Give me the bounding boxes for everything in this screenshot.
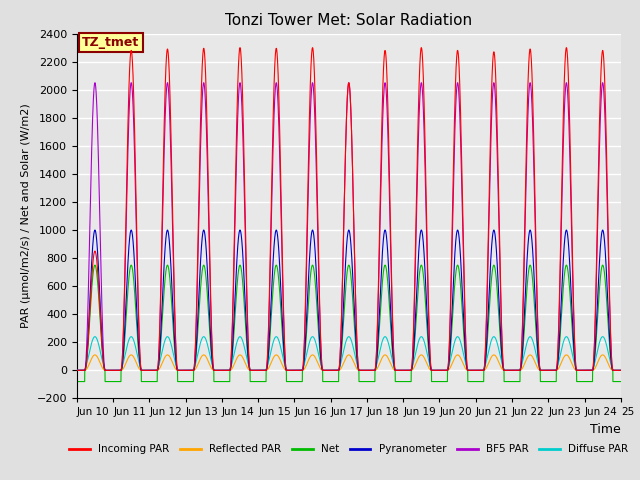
- X-axis label: Time: Time: [590, 423, 621, 436]
- Text: TZ_tmet: TZ_tmet: [82, 36, 140, 49]
- Legend: Incoming PAR, Reflected PAR, Net, Pyranometer, BF5 PAR, Diffuse PAR: Incoming PAR, Reflected PAR, Net, Pyrano…: [65, 440, 632, 458]
- Y-axis label: PAR (μmol/m2/s) / Net and Solar (W/m2): PAR (μmol/m2/s) / Net and Solar (W/m2): [21, 104, 31, 328]
- Title: Tonzi Tower Met: Solar Radiation: Tonzi Tower Met: Solar Radiation: [225, 13, 472, 28]
